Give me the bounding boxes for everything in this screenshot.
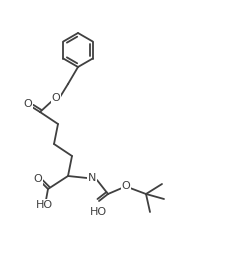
Text: N: N — [88, 173, 96, 183]
Text: O: O — [34, 174, 42, 184]
Text: HO: HO — [35, 200, 53, 210]
Text: O: O — [122, 181, 130, 191]
Text: O: O — [52, 93, 60, 103]
Text: O: O — [24, 99, 32, 109]
Text: HO: HO — [90, 207, 106, 217]
